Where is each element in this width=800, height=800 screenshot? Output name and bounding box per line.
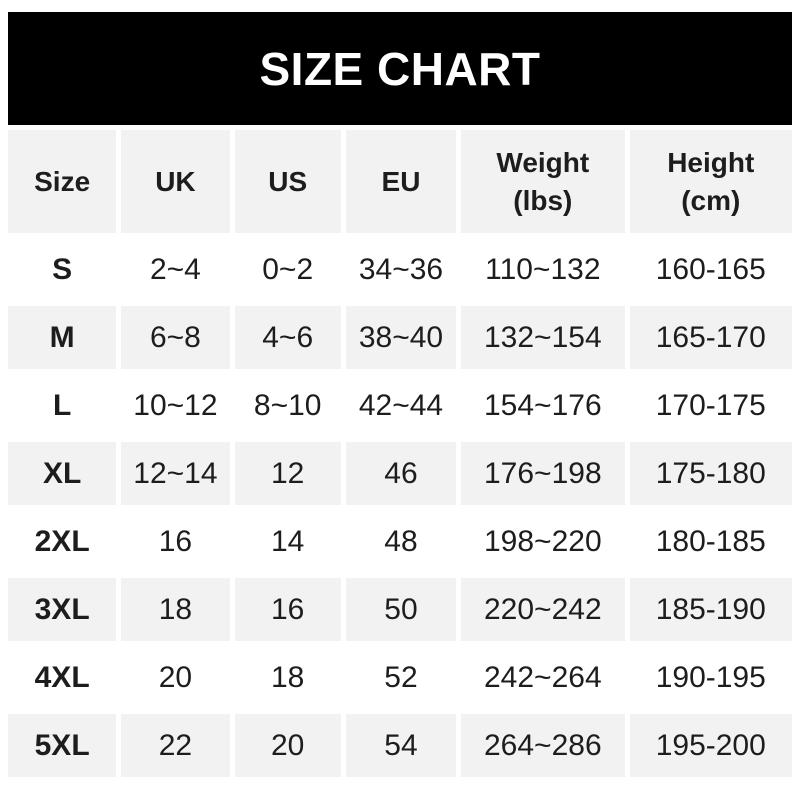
size-cell: 5XL bbox=[8, 714, 117, 777]
us-cell: 20 bbox=[234, 714, 341, 777]
size-cell: L bbox=[8, 374, 117, 437]
height-cell: 165-170 bbox=[629, 306, 792, 369]
weight-cell: 132~154 bbox=[461, 306, 625, 369]
size-cell: 4XL bbox=[8, 646, 117, 709]
table-row-xl: XL 12~14 12 46 176~198 175-180 bbox=[8, 442, 792, 505]
weight-cell: 154~176 bbox=[461, 374, 625, 437]
uk-cell: 16 bbox=[121, 510, 230, 573]
height-cell: 180-185 bbox=[629, 510, 792, 573]
table-row-2xl: 2XL 16 14 48 198~220 180-185 bbox=[8, 510, 792, 573]
us-cell: 16 bbox=[234, 578, 341, 641]
header-row: Size UK US EU Weight (lbs) Height (cm) bbox=[8, 130, 792, 233]
height-cell: 170-175 bbox=[629, 374, 792, 437]
header-cell-height: Height (cm) bbox=[629, 130, 792, 233]
banner: SIZE CHART bbox=[8, 12, 792, 125]
uk-cell: 2~4 bbox=[121, 238, 230, 301]
size-cell: M bbox=[8, 306, 117, 369]
header-label: Weight (lbs) bbox=[496, 146, 590, 216]
height-cell: 190-195 bbox=[629, 646, 792, 709]
us-cell: 12 bbox=[234, 442, 341, 505]
weight-cell: 264~286 bbox=[461, 714, 625, 777]
page-title: SIZE CHART bbox=[259, 42, 541, 95]
uk-cell: 22 bbox=[121, 714, 230, 777]
size-cell: 3XL bbox=[8, 578, 117, 641]
us-cell: 4~6 bbox=[234, 306, 341, 369]
weight-cell: 242~264 bbox=[461, 646, 625, 709]
size-cell: S bbox=[8, 238, 117, 301]
height-cell: 160-165 bbox=[629, 238, 792, 301]
header-label: Height (cm) bbox=[667, 146, 755, 216]
eu-cell: 50 bbox=[345, 578, 457, 641]
eu-cell: 46 bbox=[345, 442, 457, 505]
eu-cell: 54 bbox=[345, 714, 457, 777]
uk-cell: 12~14 bbox=[121, 442, 230, 505]
us-cell: 0~2 bbox=[234, 238, 341, 301]
header-cell-us: US bbox=[234, 130, 341, 233]
header-cell-uk: UK bbox=[121, 130, 230, 233]
header-cell-size: Size bbox=[8, 130, 117, 233]
size-cell: XL bbox=[8, 442, 117, 505]
eu-cell: 38~40 bbox=[345, 306, 457, 369]
uk-cell: 20 bbox=[121, 646, 230, 709]
us-cell: 8~10 bbox=[234, 374, 341, 437]
weight-cell: 198~220 bbox=[461, 510, 625, 573]
weight-cell: 220~242 bbox=[461, 578, 625, 641]
table-row-3xl: 3XL 18 16 50 220~242 185-190 bbox=[8, 578, 792, 641]
height-cell: 175-180 bbox=[629, 442, 792, 505]
size-chart-table: Size UK US EU Weight (lbs) Height (cm) S… bbox=[3, 125, 797, 782]
table-row-l: L 10~12 8~10 42~44 154~176 170-175 bbox=[8, 374, 792, 437]
header-label: Size bbox=[34, 165, 91, 197]
us-cell: 14 bbox=[234, 510, 341, 573]
size-cell: 2XL bbox=[8, 510, 117, 573]
header-cell-weight: Weight (lbs) bbox=[461, 130, 625, 233]
us-cell: 18 bbox=[234, 646, 341, 709]
table-row-4xl: 4XL 20 18 52 242~264 190-195 bbox=[8, 646, 792, 709]
height-cell: 195-200 bbox=[629, 714, 792, 777]
uk-cell: 18 bbox=[121, 578, 230, 641]
weight-cell: 110~132 bbox=[461, 238, 625, 301]
eu-cell: 48 bbox=[345, 510, 457, 573]
eu-cell: 52 bbox=[345, 646, 457, 709]
weight-cell: 176~198 bbox=[461, 442, 625, 505]
header-label: UK bbox=[155, 165, 196, 197]
uk-cell: 10~12 bbox=[121, 374, 230, 437]
uk-cell: 6~8 bbox=[121, 306, 230, 369]
header-cell-eu: EU bbox=[345, 130, 457, 233]
header-label: EU bbox=[381, 165, 421, 197]
table-row-s: S 2~4 0~2 34~36 110~132 160-165 bbox=[8, 238, 792, 301]
table-row-5xl: 5XL 22 20 54 264~286 195-200 bbox=[8, 714, 792, 777]
header-label: US bbox=[268, 165, 308, 197]
eu-cell: 42~44 bbox=[345, 374, 457, 437]
table-row-m: M 6~8 4~6 38~40 132~154 165-170 bbox=[8, 306, 792, 369]
height-cell: 185-190 bbox=[629, 578, 792, 641]
eu-cell: 34~36 bbox=[345, 238, 457, 301]
